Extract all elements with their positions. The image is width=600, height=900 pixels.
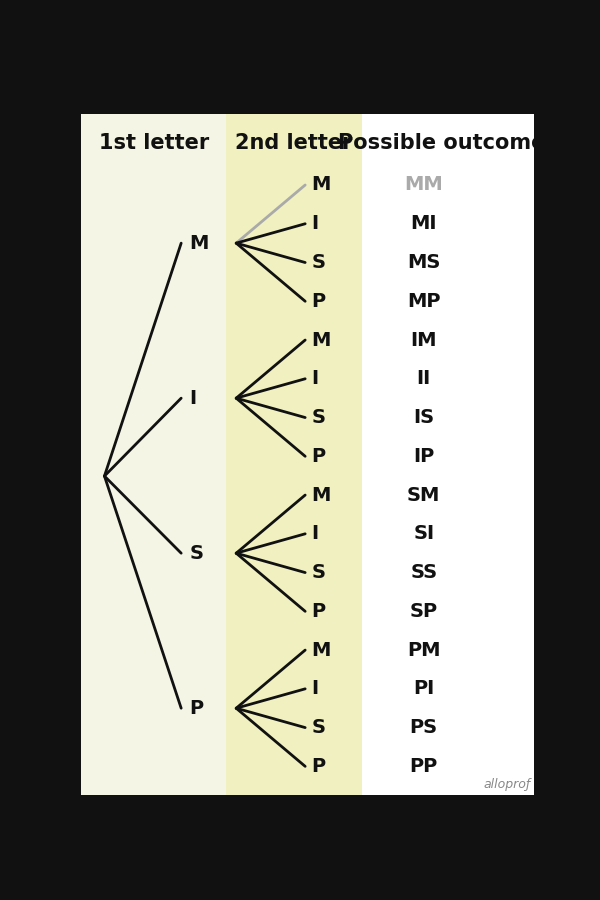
Text: PS: PS [410, 718, 438, 737]
Text: I: I [311, 369, 319, 388]
Text: IM: IM [410, 330, 437, 349]
Text: SS: SS [410, 563, 437, 582]
Text: SM: SM [407, 486, 440, 505]
Text: MP: MP [407, 292, 440, 310]
FancyBboxPatch shape [226, 114, 362, 795]
Text: PM: PM [407, 641, 440, 660]
FancyBboxPatch shape [81, 114, 226, 795]
Text: S: S [190, 544, 204, 562]
Text: P: P [311, 602, 325, 621]
Text: SI: SI [413, 525, 434, 544]
Text: P: P [311, 292, 325, 310]
Text: M: M [311, 641, 331, 660]
Text: PI: PI [413, 680, 434, 698]
Text: alloproƒ: alloproƒ [484, 778, 531, 791]
Text: MM: MM [404, 176, 443, 194]
Text: S: S [311, 253, 325, 272]
Text: MI: MI [410, 214, 437, 233]
Text: I: I [311, 214, 319, 233]
Text: Possible outcomes: Possible outcomes [338, 132, 558, 153]
Text: 1st letter: 1st letter [98, 132, 209, 153]
Text: S: S [311, 718, 325, 737]
Text: M: M [311, 176, 331, 194]
Text: 2nd letter: 2nd letter [235, 132, 353, 153]
Text: SP: SP [410, 602, 438, 621]
Text: MS: MS [407, 253, 440, 272]
Text: S: S [311, 408, 325, 427]
Text: I: I [311, 525, 319, 544]
FancyBboxPatch shape [362, 114, 534, 795]
Text: M: M [311, 486, 331, 505]
Text: PP: PP [410, 757, 438, 776]
Text: P: P [311, 446, 325, 466]
Text: IP: IP [413, 446, 434, 466]
Text: M: M [311, 330, 331, 349]
Text: M: M [190, 234, 209, 253]
Text: I: I [190, 389, 197, 408]
Text: I: I [311, 680, 319, 698]
Text: S: S [311, 563, 325, 582]
Text: IS: IS [413, 408, 434, 427]
Text: II: II [416, 369, 431, 388]
Text: P: P [311, 757, 325, 776]
Text: P: P [190, 698, 204, 717]
